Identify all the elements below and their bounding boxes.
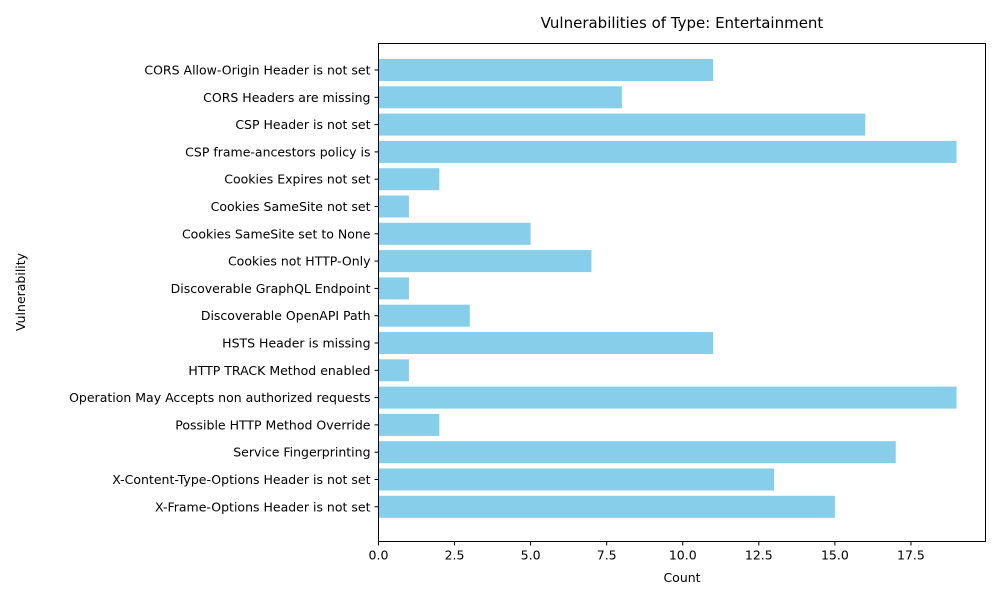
bar bbox=[378, 468, 775, 491]
y-tick-label: HTTP TRACK Method enabled bbox=[188, 363, 370, 378]
bar bbox=[378, 140, 957, 163]
bar bbox=[378, 250, 592, 273]
bar bbox=[378, 413, 440, 436]
bar bbox=[378, 495, 835, 518]
y-tick-label: CSP frame-ancestors policy is bbox=[185, 144, 370, 159]
bar bbox=[378, 168, 440, 191]
y-tick-label: Discoverable GraphQL Endpoint bbox=[171, 281, 371, 296]
bar bbox=[378, 59, 714, 81]
plot-frame bbox=[378, 43, 986, 542]
bar bbox=[378, 195, 409, 218]
y-tick-label: Service Fingerprinting bbox=[233, 445, 370, 460]
x-axis-title: Count bbox=[663, 570, 700, 585]
x-tick-label: 0.0 bbox=[369, 548, 389, 563]
bar bbox=[378, 359, 409, 382]
x-tick-label: 17.5 bbox=[897, 548, 925, 563]
bars-group bbox=[378, 59, 957, 518]
bar bbox=[378, 113, 866, 136]
bar bbox=[378, 304, 470, 327]
y-tick-label: HSTS Header is missing bbox=[222, 336, 370, 351]
bar bbox=[378, 386, 957, 409]
y-tick-label: Cookies Expires not set bbox=[224, 172, 370, 187]
y-tick-label: CORS Headers are missing bbox=[203, 90, 370, 105]
chart-title: Vulnerabilities of Type: Entertainment bbox=[541, 14, 824, 32]
y-tick-label: Discoverable OpenAPI Path bbox=[201, 308, 371, 323]
bar bbox=[378, 441, 896, 464]
y-tick-label: X-Content-Type-Options Header is not set bbox=[112, 472, 370, 487]
y-tick-label: Cookies SameSite set to None bbox=[182, 226, 371, 241]
x-tick-label: 10.0 bbox=[669, 548, 697, 563]
y-tick-label: X-Frame-Options Header is not set bbox=[155, 499, 371, 514]
bar bbox=[378, 277, 409, 300]
x-ticks: 0.0 2.5 5.0 7.5 10.0 12.5 15.0 17.5 bbox=[369, 541, 925, 563]
y-axis-title: Vulnerability bbox=[13, 252, 28, 331]
y-tick-label: Possible HTTP Method Override bbox=[175, 417, 371, 432]
y-tick-label: CORS Allow-Origin Header is not set bbox=[144, 63, 370, 78]
x-tick-label: 5.0 bbox=[521, 548, 541, 563]
x-tick-label: 12.5 bbox=[745, 548, 773, 563]
x-tick-label: 2.5 bbox=[445, 548, 465, 563]
bar bbox=[378, 222, 531, 245]
y-tick-label: Operation May Accepts non authorized req… bbox=[69, 390, 370, 405]
y-tick-label: Cookies SameSite not set bbox=[211, 199, 371, 214]
y-tick-label: Cookies not HTTP-Only bbox=[228, 254, 371, 269]
bar bbox=[378, 332, 714, 354]
y-tick-labels: CORS Allow-Origin Header is not set CORS … bbox=[69, 63, 379, 514]
y-tick-label: CSP Header is not set bbox=[235, 117, 370, 132]
x-tick-label: 15.0 bbox=[821, 548, 849, 563]
x-tick-label: 7.5 bbox=[597, 548, 617, 563]
bar bbox=[378, 86, 622, 109]
